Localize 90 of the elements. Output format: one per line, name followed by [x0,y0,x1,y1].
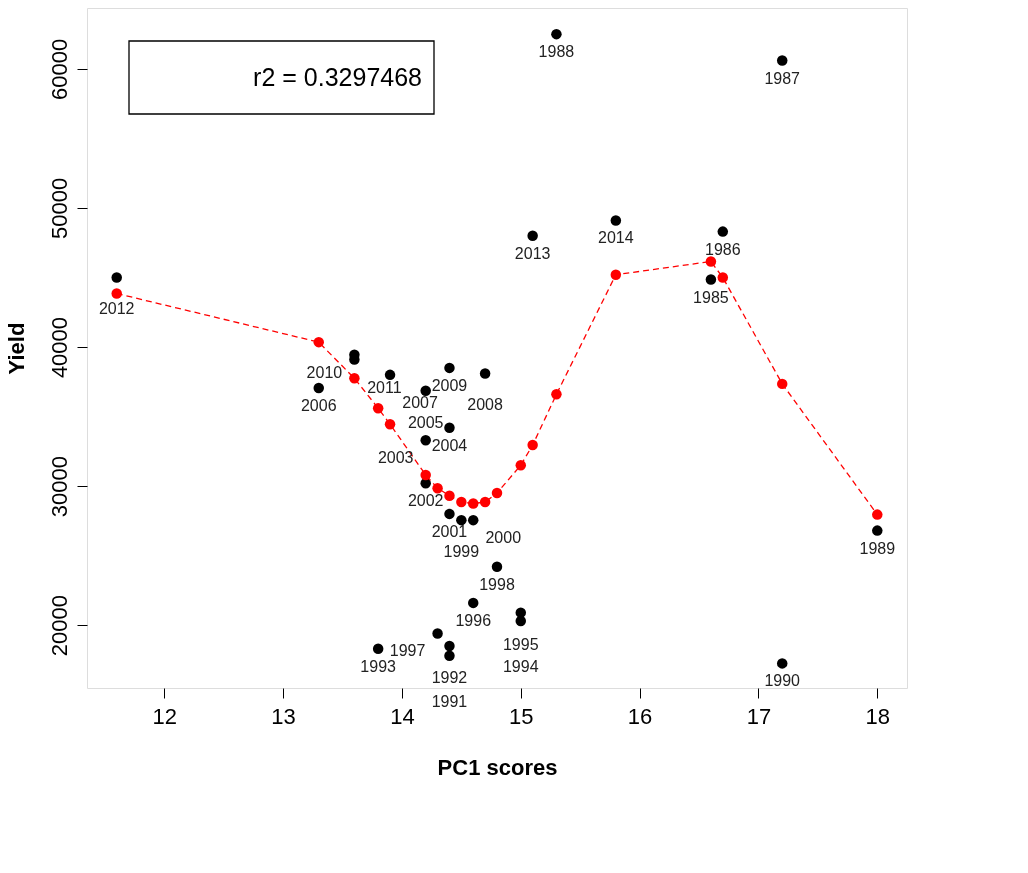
point [872,525,883,536]
point [479,496,491,508]
annotation: 2007 [402,393,438,411]
point [705,274,717,285]
x-tick-label: 15 [509,703,534,729]
point [444,422,455,433]
x-tick-label: 16 [627,703,653,729]
annotation: 2008 [467,396,504,414]
point [467,514,479,526]
point [717,226,729,237]
point [551,28,562,40]
annotation: 2000 [485,529,522,547]
annotation: 2011 [367,378,402,396]
annotation: 1985 [693,288,729,306]
point [705,256,717,267]
point [467,498,479,509]
point [111,288,122,299]
x-axis-title: PC1 scores [437,754,558,780]
y-tick-label: 20000 [46,595,72,657]
point [872,509,883,520]
point [432,482,443,494]
annotation: 2003 [377,449,414,467]
point [372,402,384,414]
x-tick-label: 14 [390,703,415,729]
point [444,490,455,502]
point [551,389,562,400]
x-tick-label: 18 [865,703,891,729]
point [717,272,729,283]
point [420,385,431,397]
annotation: 1999 [443,543,480,561]
annotation: 2014 [598,229,634,247]
point [349,373,360,384]
point [776,55,788,66]
point [456,514,467,526]
annotation: 1990 [764,672,801,690]
point [420,434,431,446]
point [479,368,491,379]
annotation: r2 = 0.3297468 [253,63,422,91]
annotation: 2002 [407,492,444,510]
point [313,382,324,394]
x-tick-label: 17 [746,703,772,729]
annotation: 1988 [538,43,575,61]
point [610,215,622,226]
point [444,650,455,661]
y-tick-label: 40000 [46,316,72,379]
point [456,496,467,508]
point [444,640,455,652]
annotation: 2013 [514,244,551,262]
point [444,362,455,374]
x-tick-label: 12 [152,703,177,729]
annotation: 2009 [431,376,468,394]
point [420,469,431,481]
point [372,643,384,655]
x-tick-label: 13 [271,703,296,729]
annotation: 2006 [300,397,337,415]
point [313,336,324,348]
annotation: 1995 [502,635,539,653]
annotation: 1987 [764,69,801,87]
point [444,508,455,520]
annotation: 1997 [389,642,426,660]
point [776,378,788,390]
annotation: 1991 [431,692,468,710]
annotation: 1998 [479,575,515,593]
annotation: 2004 [431,436,468,454]
point [467,597,479,609]
y-tick-label: 30000 [46,455,72,518]
point [491,561,503,572]
y-tick-label: 60000 [46,38,72,100]
point [432,628,443,639]
annotation: 1993 [360,657,397,675]
y-axis-title: Yield [3,322,29,375]
point [384,418,396,430]
annotation: 2005 [407,413,444,431]
annotation: 2012 [98,300,135,318]
point [527,230,538,242]
y-tick-label: 50000 [46,177,72,240]
annotation: 2001 [431,522,468,540]
point [776,658,788,669]
annotation: 1986 [705,240,741,258]
point [384,369,396,381]
annotation: 1996 [455,611,492,629]
annotation: 1989 [859,539,896,557]
point [610,269,622,280]
point [111,272,122,283]
annotation: 2010 [306,363,343,381]
point [527,439,538,451]
point [491,487,503,499]
annotation: 1992 [431,669,468,686]
annotation: 1994 [502,657,539,675]
point [515,459,527,471]
